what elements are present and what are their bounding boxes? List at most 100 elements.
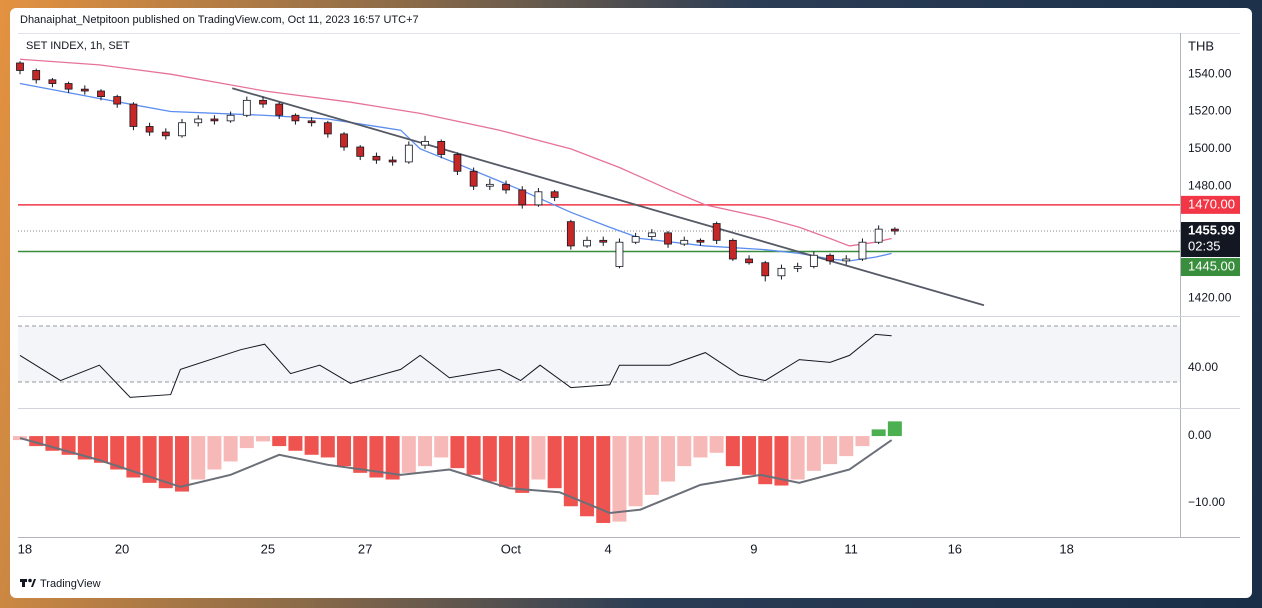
rsi-line: [19, 333, 892, 398]
macd-bar: [806, 436, 821, 471]
panel: [10, 8, 1252, 598]
y-tick-label: −10.00: [1188, 495, 1225, 509]
candle-body: [307, 120, 316, 124]
candle-body: [534, 191, 543, 206]
macd-bar: [94, 436, 109, 463]
candle-body: [550, 191, 559, 198]
macd-bar: [677, 436, 692, 467]
macd-bar: [693, 436, 708, 458]
candle-body: [680, 239, 689, 245]
y-tick-label: 1500.00: [1188, 141, 1232, 155]
logo: [20, 578, 36, 587]
macd-bar: [644, 436, 659, 495]
price-axis-border: [1180, 33, 1181, 538]
candle-body: [129, 103, 138, 127]
macd-bar: [742, 436, 757, 475]
candle-body: [226, 114, 235, 122]
candle-body: [80, 88, 89, 92]
candle-body: [842, 258, 851, 262]
candle-body: [323, 122, 332, 135]
x-tick-label: 18: [18, 541, 32, 556]
macd-bar: [353, 436, 368, 473]
candle-body: [48, 79, 57, 84]
candle-body: [599, 239, 608, 243]
macd-bar: [288, 436, 303, 451]
candle-body: [696, 239, 705, 243]
macd-bar: [239, 436, 254, 449]
candle-body: [97, 90, 105, 97]
macd-bar: [596, 436, 611, 523]
candle-body: [728, 239, 737, 260]
macd-bar: [612, 436, 627, 522]
candle-body: [469, 170, 478, 187]
x-tick-label: Oct: [501, 541, 522, 556]
macd-bar: [823, 436, 838, 465]
macd-bar: [272, 436, 287, 447]
candle-body: [178, 122, 186, 137]
candle-body: [64, 83, 73, 90]
macd-bar: [531, 436, 546, 480]
candle-body: [356, 146, 365, 157]
macd-bar: [256, 436, 271, 442]
countdown: 02:35: [1188, 238, 1221, 253]
macd-bar: [385, 436, 400, 480]
candle-body: [566, 221, 575, 247]
candle-body: [291, 114, 300, 122]
macd-bar: [29, 436, 44, 447]
candle-body: [874, 228, 883, 243]
macd-bar: [580, 436, 595, 517]
candle-body: [437, 140, 446, 155]
macd-bar: [887, 421, 902, 437]
macd-bar: [563, 436, 578, 507]
publisher: Dhanaiphat_Netpitoon published on Tradin…: [20, 14, 419, 26]
candle-body: [145, 126, 154, 133]
macd-bar: [207, 436, 222, 470]
macd-bar: [337, 436, 352, 467]
x-tick-label: 27: [358, 541, 372, 556]
candle-body: [372, 155, 381, 161]
y-tick-label: 0.00: [1188, 428, 1212, 442]
macd-bar: [304, 436, 319, 455]
macd-bar: [515, 436, 530, 493]
candle-body: [194, 118, 203, 124]
macd-bar: [547, 436, 562, 489]
macd-bar: [158, 436, 173, 489]
macd-bar: [871, 429, 886, 437]
divider: [18, 33, 1240, 34]
x-tick-label: 11: [844, 541, 858, 556]
macd-bar: [401, 436, 416, 473]
candle-body: [647, 232, 656, 238]
macd-bar: [110, 436, 125, 470]
macd-bar: [482, 436, 497, 482]
price-label-box: [1181, 195, 1240, 214]
price-label: 1445.00: [1188, 258, 1235, 273]
candle-body: [583, 239, 591, 247]
macd-bar: [77, 436, 92, 460]
x-tick-label: 18: [1059, 541, 1073, 556]
macd-bar: [499, 436, 514, 487]
macd-bar: [725, 436, 740, 467]
macd-bar: [450, 436, 465, 469]
macd-bar: [709, 436, 724, 453]
candle-body: [615, 241, 624, 267]
pane-separator: [18, 408, 1240, 409]
candle-body: [421, 140, 429, 146]
x-tick-label: 9: [750, 541, 757, 556]
candle-body: [388, 159, 397, 163]
y-tick-label: 40.00: [1188, 360, 1218, 374]
candle-body: [890, 228, 899, 232]
last-price-box: [1181, 222, 1240, 258]
rsi-band: [18, 326, 1180, 382]
macd-bar: [142, 436, 157, 483]
y-tick-label: 1540.00: [1188, 66, 1232, 80]
candle-body: [275, 103, 284, 116]
moving-average: [19, 58, 892, 247]
macd-bar: [418, 436, 433, 467]
candle-body: [161, 131, 170, 137]
x-tick-label: 25: [261, 541, 275, 556]
candle-body: [858, 241, 867, 260]
candle-body: [712, 223, 721, 241]
y-tick-label: 1520.00: [1188, 104, 1232, 118]
